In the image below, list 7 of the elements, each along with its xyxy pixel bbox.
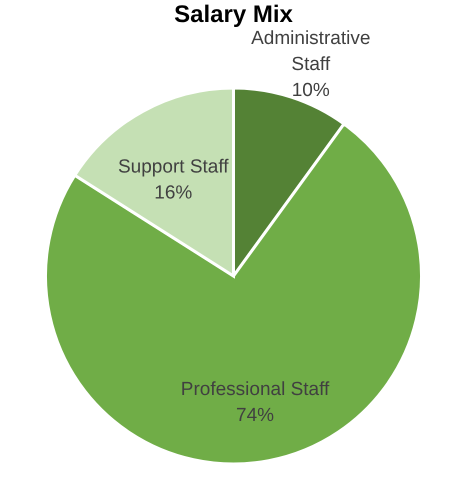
- slice-label: Administrative Staff: [251, 28, 370, 76]
- data-label: 74%: [236, 404, 274, 426]
- slice-label: Professional Staff: [180, 378, 330, 400]
- slice-label: Support Staff: [118, 156, 230, 178]
- data-label: 16%: [154, 182, 192, 204]
- data-label: 10%: [292, 80, 330, 102]
- chart-title: Salary Mix: [174, 1, 294, 28]
